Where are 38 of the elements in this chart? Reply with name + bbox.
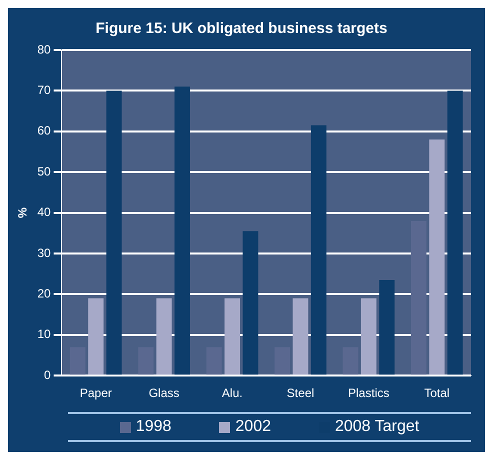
legend-label: 1998	[136, 418, 172, 436]
bar	[88, 298, 104, 375]
bar	[342, 347, 358, 375]
bar	[106, 90, 122, 375]
bar	[360, 298, 376, 375]
y-tick-label: 10	[37, 327, 52, 342]
y-tick-label: 0	[44, 368, 52, 382]
bar	[156, 298, 172, 375]
bar	[429, 140, 445, 375]
chart-title: Figure 15: UK obligated business targets	[96, 20, 388, 38]
bar	[274, 347, 290, 375]
bar	[174, 86, 190, 375]
y-tick-label: 30	[37, 246, 52, 260]
text: 2008 Target	[334, 418, 420, 436]
y-tick-label: 60	[37, 124, 52, 138]
bar	[70, 347, 86, 375]
y-tick-label: 70	[37, 83, 52, 98]
bar	[292, 298, 308, 375]
bar	[447, 90, 463, 375]
y-axis-title: %	[16, 207, 30, 218]
bar	[206, 347, 222, 375]
x-tick-label: Steel	[286, 386, 314, 400]
y-tick-label: 40	[37, 205, 52, 220]
y-tick-label: 20	[37, 286, 52, 301]
bar	[242, 231, 258, 375]
x-tick-label: Paper	[80, 386, 112, 400]
bar	[410, 220, 426, 375]
x-tick-label: Plastics	[348, 386, 390, 400]
y-tick-label: 80	[37, 42, 52, 56]
bar	[138, 347, 154, 375]
x-tick-label: Alu.	[222, 386, 243, 400]
x-tick-label: Total	[424, 386, 450, 400]
x-tick-label: Glass	[148, 386, 180, 400]
y-tick-label: 50	[37, 164, 52, 178]
bar	[224, 298, 240, 375]
bar	[310, 125, 326, 375]
bar	[379, 280, 395, 375]
legend-label: 2002	[235, 418, 271, 436]
